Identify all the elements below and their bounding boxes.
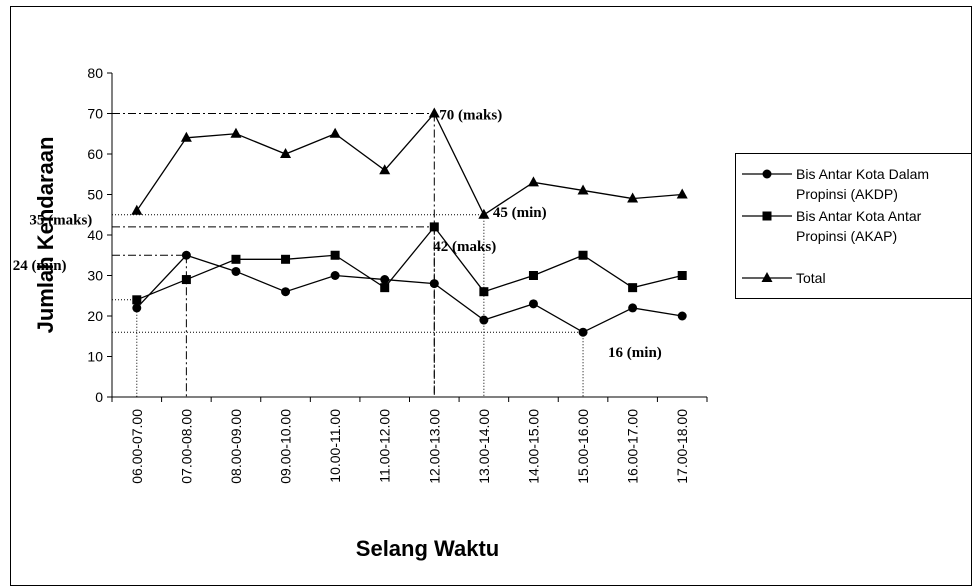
y-tick-label: 40: [87, 227, 103, 243]
data-point-circle: [380, 275, 390, 285]
x-tick-label: 11.00-12.00: [377, 409, 393, 483]
data-point-square: [479, 287, 489, 297]
data-point-circle: [281, 287, 291, 297]
x-tick-label: 06.00-07.00: [129, 409, 145, 484]
legend-marker-triangle: [761, 272, 773, 282]
x-tick-label: 17.00-18.00: [674, 409, 690, 484]
data-point-triangle: [230, 127, 242, 138]
annotation-label: 70 (maks): [439, 108, 502, 124]
data-point-square: [628, 283, 638, 293]
data-point-square: [677, 271, 687, 280]
annotation-label: 35 (maks): [29, 212, 92, 228]
data-point-triangle: [329, 127, 341, 138]
data-point-triangle: [527, 176, 539, 187]
y-tick-label: 30: [87, 268, 103, 284]
x-tick-label: 10.00-11.00: [327, 409, 343, 483]
data-point-circle: [181, 250, 191, 260]
chart-legend: Bis Antar Kota Dalam Propinsi (AKDP) Bis …: [735, 153, 971, 299]
legend-marker-circle: [762, 169, 772, 179]
data-point-triangle: [280, 148, 292, 158]
series-line-triangle: [136, 112, 683, 216]
data-point-circle: [677, 311, 687, 321]
data-point-circle: [578, 327, 588, 337]
x-tick-label: 13.00-14.00: [476, 409, 492, 484]
data-point-square: [181, 275, 191, 285]
annotation-label: 42 (maks): [433, 239, 496, 255]
legend-label: Bis Antar Kota Antar Propinsi (AKAP): [796, 208, 922, 244]
data-point-circle: [132, 303, 142, 313]
legend-marker-square: [762, 211, 772, 221]
legend-swatch: [742, 169, 792, 179]
annotation-label: 45 (min): [493, 205, 547, 221]
annotation-label: 24 (min): [13, 258, 67, 274]
data-point-square: [330, 250, 340, 260]
x-tick-label: 09.00-10.00: [278, 409, 294, 484]
x-tick-label: 08.00-09.00: [228, 409, 244, 484]
data-point-triangle: [131, 204, 143, 215]
data-point-circle: [628, 303, 638, 313]
legend-swatch: [742, 211, 792, 221]
annotation-label: 16 (min): [608, 345, 662, 361]
y-tick-label: 80: [87, 65, 103, 81]
x-tick-label: 07.00-08.00: [178, 409, 194, 484]
x-tick-label: 15.00-16.00: [575, 409, 591, 484]
data-point-triangle: [428, 107, 440, 118]
series-line-circle: [136, 254, 683, 333]
data-point-circle: [330, 271, 340, 280]
y-tick-label: 10: [87, 349, 103, 365]
legend-label: Bis Antar Kota Dalam Propinsi (AKDP): [796, 166, 930, 202]
data-point-circle: [429, 279, 439, 289]
y-tick-label: 0: [95, 389, 103, 405]
data-point-square: [528, 271, 538, 280]
x-tick-label: 14.00-15.00: [525, 409, 541, 484]
data-point-triangle: [676, 188, 688, 199]
data-point-triangle: [627, 192, 639, 203]
x-tick-label: 12.00-13.00: [426, 409, 442, 484]
data-point-square: [132, 295, 142, 305]
data-point-triangle: [379, 164, 391, 175]
data-point-square: [380, 283, 390, 293]
data-point-square: [429, 222, 439, 232]
series-line-square: [136, 225, 683, 301]
data-point-square: [281, 254, 291, 264]
chart-frame: 0 10 20 30 40 50 60 70 80 06.00-07.00 07.00-08.00 0…: [10, 6, 972, 586]
y-tick-label: 50: [87, 187, 103, 203]
y-tick-label: 20: [87, 308, 103, 324]
y-axis-title: Jumlah Kendaraan: [33, 137, 58, 334]
data-point-circle: [479, 315, 489, 325]
legend-label: Total: [796, 270, 826, 286]
y-tick-label: 60: [87, 146, 103, 162]
data-point-circle: [231, 266, 241, 276]
data-point-triangle: [180, 131, 192, 142]
legend-swatch: [742, 272, 792, 282]
data-point-square: [578, 250, 588, 260]
x-tick-label: 16.00-17.00: [625, 409, 641, 484]
x-axis-title: Selang Waktu: [356, 536, 499, 561]
y-tick-label: 70: [87, 106, 103, 122]
data-point-triangle: [478, 208, 490, 219]
line-chart: 0 10 20 30 40 50 60 70 80 06.00-07.00 07.00-08.00 0…: [13, 65, 708, 561]
data-point-square: [231, 254, 241, 264]
data-point-triangle: [577, 184, 589, 195]
data-point-circle: [528, 299, 538, 309]
